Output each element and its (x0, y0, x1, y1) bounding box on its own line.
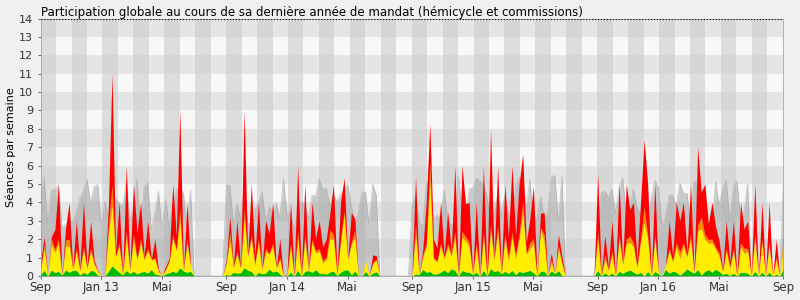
Bar (752, 19, 767, 276)
Bar (474, 19, 489, 276)
Bar (41, 257, 783, 276)
Bar (134, 19, 149, 276)
Bar (442, 19, 458, 276)
Bar (41, 110, 783, 129)
Bar (41, 74, 783, 92)
Bar (566, 19, 582, 276)
Bar (41, 239, 783, 257)
Bar (505, 19, 520, 276)
Bar (257, 19, 273, 276)
Bar (41, 221, 783, 239)
Bar (102, 19, 118, 276)
Bar (41, 147, 783, 166)
Bar (350, 19, 366, 276)
Bar (381, 19, 396, 276)
Bar (226, 19, 242, 276)
Bar (41, 37, 783, 55)
Text: Participation globale au cours de sa dernière année de mandat (hémicycle et comm: Participation globale au cours de sa der… (41, 6, 582, 19)
Bar (690, 19, 706, 276)
Bar (783, 19, 787, 276)
Bar (41, 0, 783, 19)
Bar (41, 92, 783, 110)
Bar (721, 19, 737, 276)
Bar (628, 19, 644, 276)
Bar (71, 19, 87, 276)
Bar (41, 129, 783, 147)
Bar (41, 184, 783, 203)
Bar (598, 19, 613, 276)
Bar (195, 19, 210, 276)
Bar (41, 166, 783, 184)
Bar (164, 19, 180, 276)
Y-axis label: Séances par semaine: Séances par semaine (6, 87, 16, 207)
Bar (41, 202, 783, 221)
Bar (41, 19, 783, 37)
Bar (412, 19, 427, 276)
Bar (535, 19, 551, 276)
Bar (659, 19, 674, 276)
Bar (41, 55, 783, 74)
Bar (288, 19, 303, 276)
Bar (319, 19, 334, 276)
Bar (41, 19, 56, 276)
